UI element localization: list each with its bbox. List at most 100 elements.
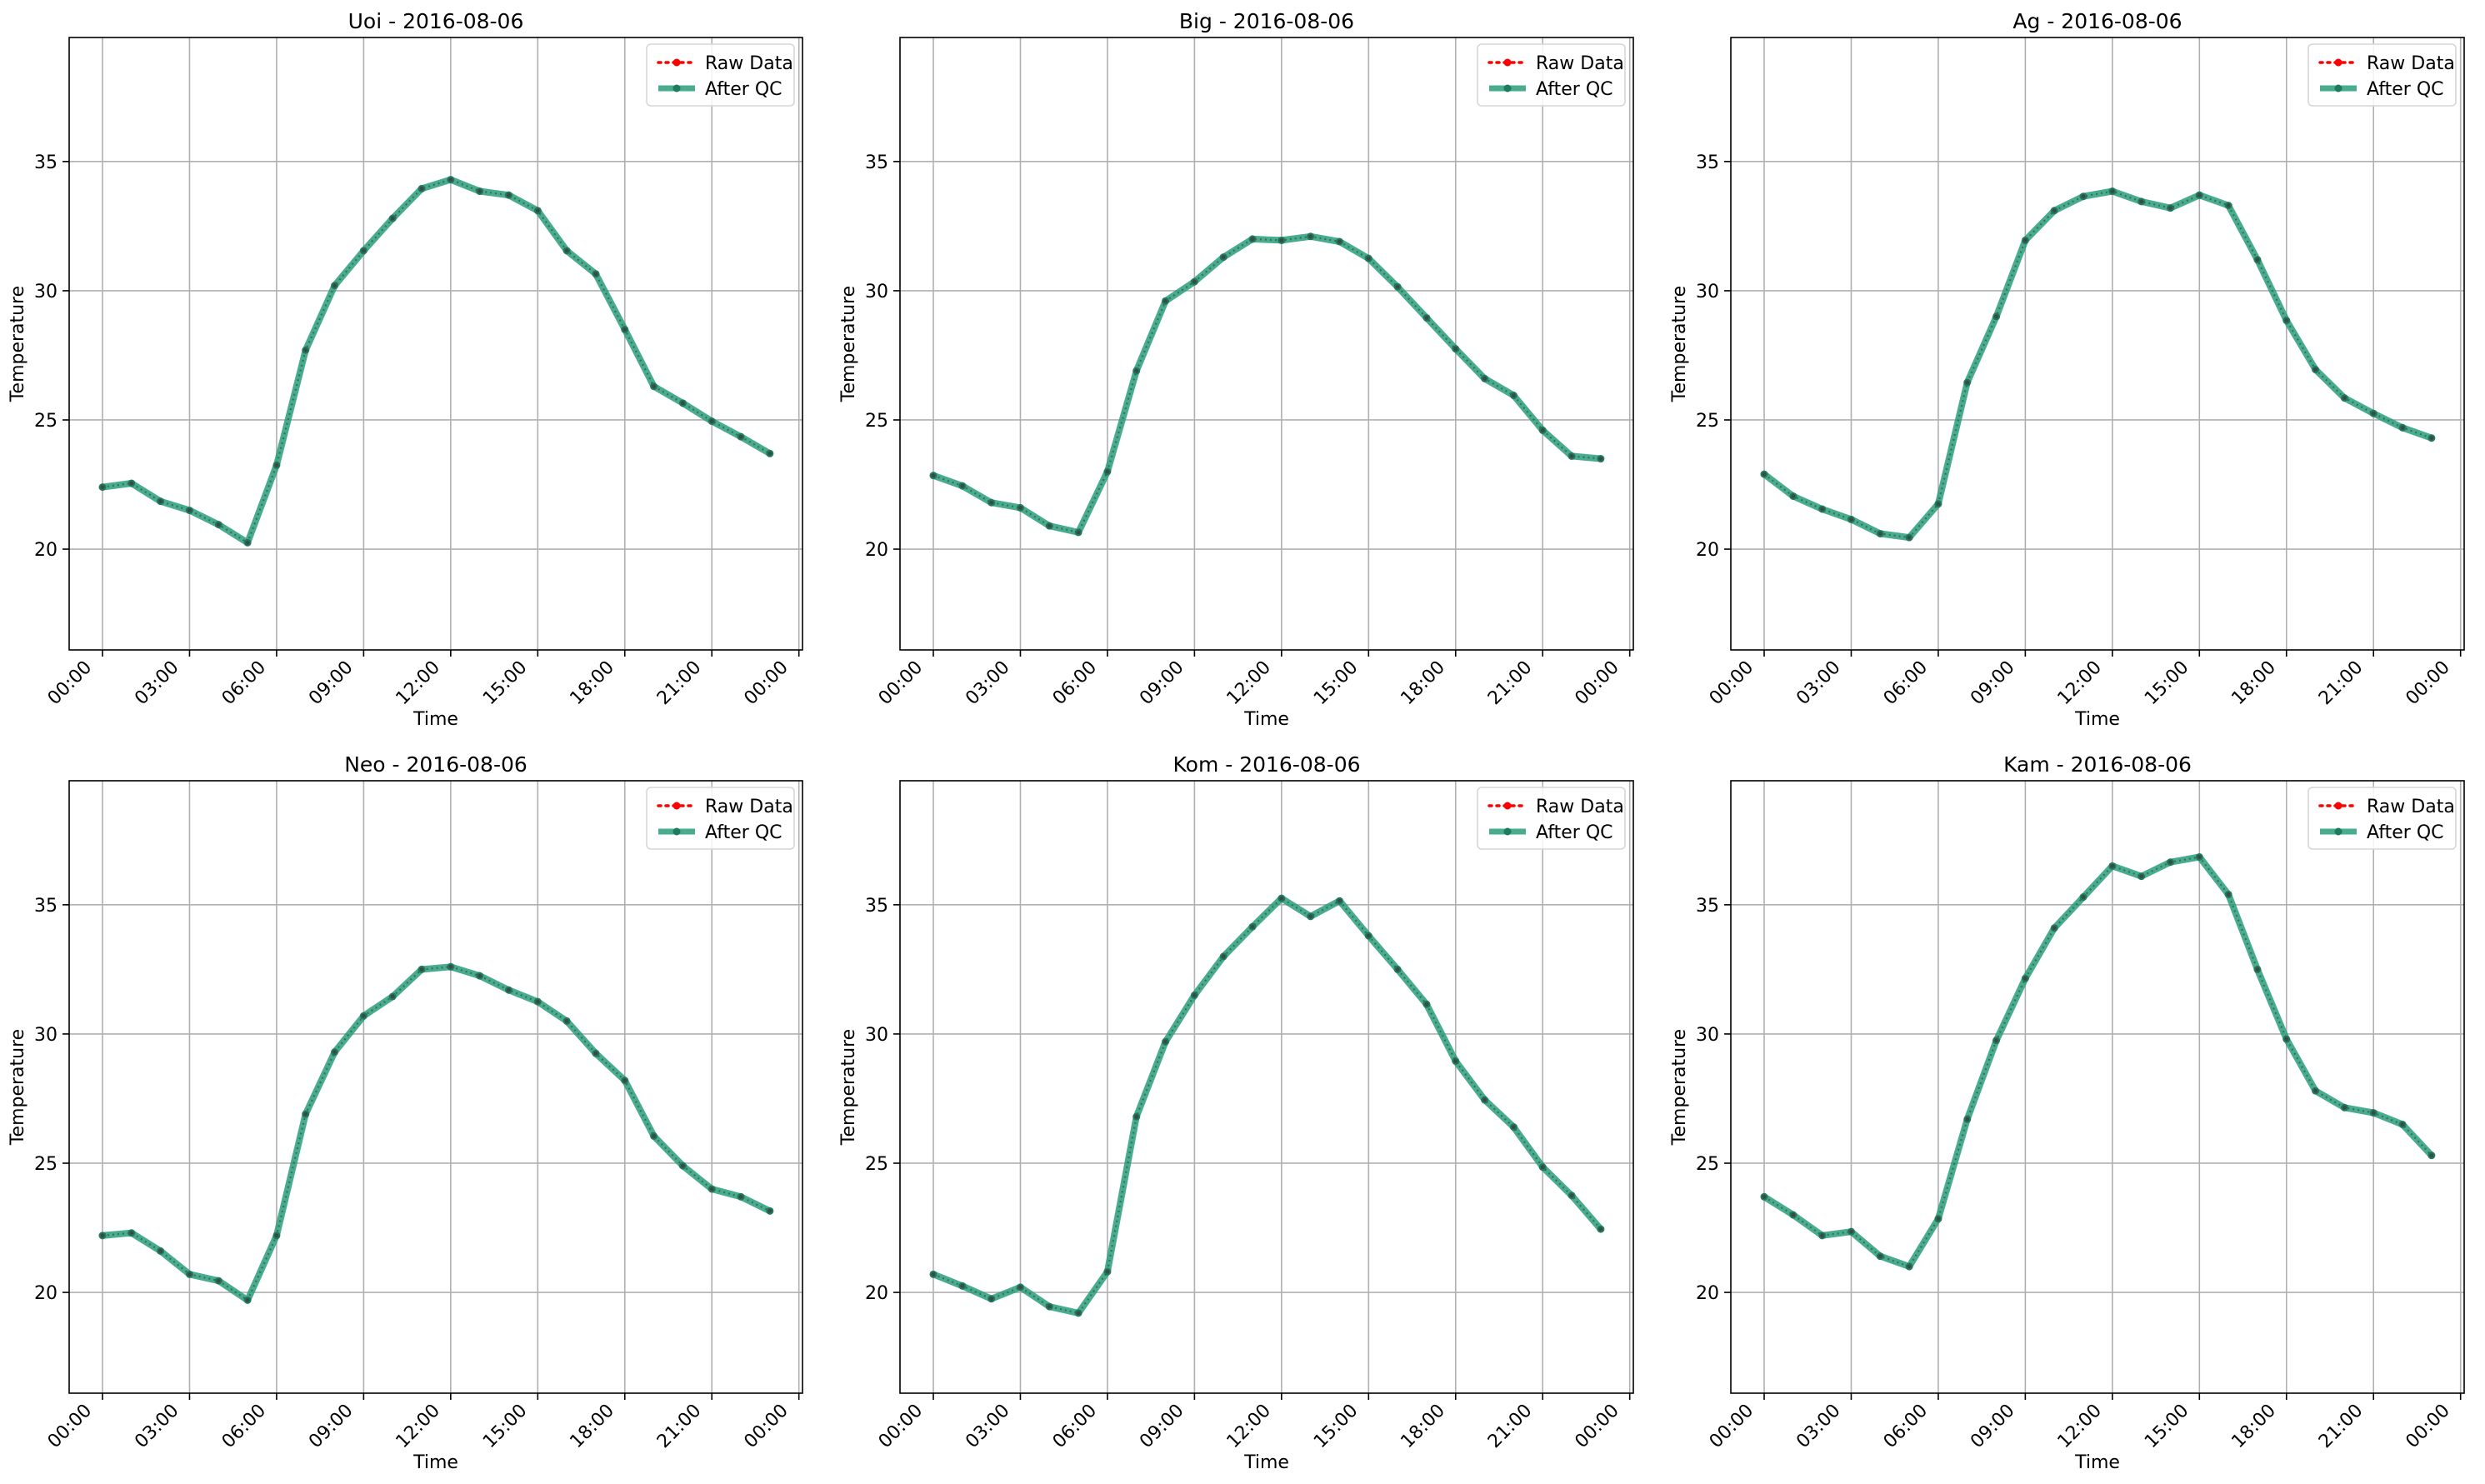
legend-label-after-qc: After QC xyxy=(2367,79,2444,100)
y-tick-label: 30 xyxy=(1696,282,1719,302)
y-axis-label: Temperature xyxy=(1669,1029,1690,1146)
x-axis-label: Time xyxy=(412,1452,458,1473)
y-tick-label: 30 xyxy=(34,282,58,302)
data-point-raw-data xyxy=(1994,1038,1998,1043)
data-point-raw-data xyxy=(1279,238,1284,242)
x-tick-label: 15:00 xyxy=(2141,1401,2193,1453)
x-tick-label: 03:00 xyxy=(962,1401,1014,1453)
data-point-raw-data xyxy=(1250,237,1255,242)
series-line-after-qc xyxy=(930,232,1604,536)
data-point-raw-data xyxy=(1192,993,1197,997)
series-line-raw-data xyxy=(932,897,1602,1315)
data-point-raw-data xyxy=(1018,1285,1022,1290)
data-point-raw-data xyxy=(1047,523,1052,528)
x-tick-label: 21:00 xyxy=(1484,1401,1537,1453)
series-line-raw-data xyxy=(102,966,771,1302)
series-line-after-qc xyxy=(1761,187,2435,542)
data-point-raw-data xyxy=(1598,457,1603,461)
data-point-raw-data xyxy=(960,483,965,488)
data-point-raw-data xyxy=(1965,1117,1970,1122)
data-point-raw-data xyxy=(1936,1217,1941,1222)
y-axis-label: Temperature xyxy=(8,1029,28,1146)
data-point-raw-data xyxy=(989,500,994,505)
data-point-raw-data xyxy=(535,208,540,213)
x-tick-label: 12:00 xyxy=(392,657,445,710)
y-tick-label: 35 xyxy=(865,152,888,173)
x-tick-label: 09:00 xyxy=(305,657,358,710)
data-point-raw-data xyxy=(390,216,395,221)
legend-label-after-qc: After QC xyxy=(705,822,782,843)
y-tick-label: 20 xyxy=(1696,540,1719,561)
data-point-raw-data xyxy=(1076,530,1081,535)
y-tick-label: 20 xyxy=(1696,1283,1719,1304)
x-tick-label: 18:00 xyxy=(566,657,618,710)
data-point-raw-data xyxy=(1279,896,1284,901)
x-tick-label: 00:00 xyxy=(1571,1401,1623,1453)
series-line-raw-data xyxy=(1763,190,2432,539)
legend-marker-raw-data xyxy=(2334,58,2342,67)
x-tick-label: 18:00 xyxy=(1397,657,1449,710)
y-tick-label: 25 xyxy=(34,1154,58,1175)
data-point-raw-data xyxy=(274,462,279,467)
data-point-raw-data xyxy=(478,189,482,193)
data-point-raw-data xyxy=(738,434,743,439)
data-point-raw-data xyxy=(1512,393,1516,397)
x-tick-label: 00:00 xyxy=(740,1401,792,1453)
x-tick-label: 12:00 xyxy=(1223,657,1276,710)
data-point-raw-data xyxy=(1791,1212,1796,1217)
x-tick-label: 03:00 xyxy=(131,1401,183,1453)
x-tick-label: 03:00 xyxy=(962,657,1014,710)
data-point-raw-data xyxy=(158,499,163,504)
data-point-raw-data xyxy=(1598,1227,1603,1232)
data-point-raw-data xyxy=(768,451,772,456)
data-point-raw-data xyxy=(2226,203,2231,207)
data-point-raw-data xyxy=(1965,380,1970,385)
data-point-raw-data xyxy=(681,1163,685,1168)
data-point-raw-data xyxy=(681,401,685,406)
data-point-raw-data xyxy=(2255,257,2260,262)
x-tick-label: 06:00 xyxy=(1049,657,1102,710)
y-tick-label: 20 xyxy=(865,1283,888,1304)
legend: Raw Data After QC xyxy=(2308,787,2457,850)
data-point-raw-data xyxy=(1482,1097,1487,1102)
series-line-after-qc xyxy=(99,963,773,1304)
data-point-raw-data xyxy=(507,192,511,197)
series-line-after-qc xyxy=(930,895,1604,1317)
data-point-raw-data xyxy=(158,1249,163,1253)
legend: Raw Data After QC xyxy=(646,787,795,850)
data-point-raw-data xyxy=(1878,1254,1882,1259)
legend-label-raw-data: Raw Data xyxy=(1536,53,1624,74)
data-point-raw-data xyxy=(2371,411,2376,416)
y-axis-label: Temperature xyxy=(8,286,28,402)
y-tick-label: 25 xyxy=(34,411,58,432)
data-point-raw-data xyxy=(2022,976,2028,981)
x-tick-label: 00:00 xyxy=(875,1401,928,1453)
y-tick-label: 30 xyxy=(865,1025,888,1046)
y-tick-label: 35 xyxy=(1696,152,1719,173)
legend-marker-raw-data xyxy=(1503,802,1512,810)
data-point-raw-data xyxy=(100,1233,105,1238)
x-axis-label: Time xyxy=(1243,1452,1289,1473)
data-point-raw-data xyxy=(1762,472,1767,477)
data-point-raw-data xyxy=(1994,314,1998,319)
x-tick-label: 12:00 xyxy=(2054,1401,2107,1453)
x-tick-label: 09:00 xyxy=(305,1401,358,1453)
y-tick-label: 35 xyxy=(34,152,58,173)
data-point-raw-data xyxy=(622,327,628,332)
data-point-raw-data xyxy=(593,1051,598,1056)
x-tick-label: 06:00 xyxy=(1880,1401,1932,1453)
data-point-raw-data xyxy=(2110,863,2115,868)
data-point-raw-data xyxy=(1163,1039,1168,1044)
y-tick-label: 25 xyxy=(865,1154,888,1175)
x-tick-label: 00:00 xyxy=(1706,1401,1758,1453)
x-tick-label: 03:00 xyxy=(131,657,183,710)
data-point-raw-data xyxy=(2052,926,2057,931)
x-tick-label: 15:00 xyxy=(1310,657,1362,710)
data-point-raw-data xyxy=(2342,1105,2347,1110)
x-tick-label: 03:00 xyxy=(1792,1401,1845,1453)
data-point-raw-data xyxy=(1105,469,1110,474)
data-point-raw-data xyxy=(188,1272,192,1277)
chart-panel-2: 00:00 03:00 06:00 09:00 12:00 15:00 18:00 21:00… xyxy=(1669,9,2465,730)
chart-panel-5: 00:00 03:00 06:00 09:00 12:00 15:00 18:00 21:00… xyxy=(1669,752,2465,1473)
